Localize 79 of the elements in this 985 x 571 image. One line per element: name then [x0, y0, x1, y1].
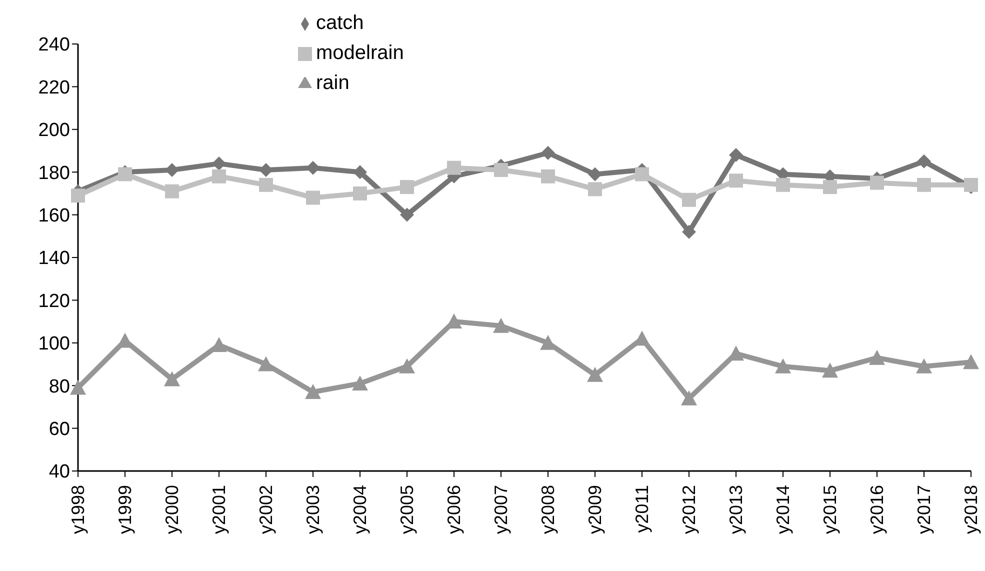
point	[917, 178, 931, 192]
x-tick-label: y2006	[444, 485, 464, 534]
y-tick-label: 80	[48, 376, 70, 398]
x-tick-label: y2015	[820, 485, 840, 534]
point	[493, 318, 509, 333]
point	[635, 167, 649, 182]
x-tick-label: y2000	[162, 485, 182, 534]
point	[729, 148, 743, 162]
y-tick-label: 120	[38, 290, 70, 312]
y-tick-label: 200	[38, 120, 70, 142]
point	[588, 182, 602, 196]
y-tick-label: 220	[38, 77, 70, 98]
point	[729, 174, 743, 188]
x-tick-label: y2004	[350, 485, 370, 534]
point	[306, 160, 320, 175]
point	[869, 350, 885, 365]
point	[259, 162, 273, 177]
y-tick-label: 180	[38, 162, 70, 184]
y-tick-label: 40	[48, 462, 70, 483]
x-tick-label: y2003	[303, 485, 323, 534]
x-tick-label: y2008	[538, 485, 558, 534]
x-tick-label: y2016	[867, 485, 887, 534]
legend-label: catch	[316, 12, 364, 34]
x-tick-label: y2009	[585, 485, 605, 534]
point	[353, 165, 367, 180]
point	[70, 380, 86, 395]
x-tick-label: y2012	[679, 485, 699, 534]
legend-label: modelrain	[316, 42, 404, 64]
point	[540, 334, 556, 350]
point	[165, 184, 179, 198]
legend-label: rain	[316, 72, 350, 94]
point	[400, 180, 414, 194]
point	[823, 180, 837, 194]
point	[447, 160, 461, 175]
point	[305, 384, 321, 400]
point	[259, 178, 273, 192]
point	[682, 192, 696, 207]
point	[400, 208, 414, 222]
point	[399, 358, 415, 374]
point	[212, 169, 226, 184]
y-tick-label: 60	[48, 419, 70, 440]
point	[776, 178, 790, 192]
point	[212, 156, 226, 171]
x-tick-label: y2011	[632, 485, 652, 533]
point	[165, 162, 179, 177]
x-tick-label: y2007	[491, 485, 511, 534]
point	[494, 162, 508, 177]
point	[963, 354, 979, 370]
y-tick-label: 100	[38, 334, 70, 355]
point	[775, 358, 791, 374]
point	[258, 356, 274, 372]
x-tick-label: y1999	[115, 485, 135, 534]
point	[352, 375, 368, 390]
x-tick-label: y1998	[68, 485, 88, 534]
point	[870, 176, 884, 190]
y-tick-label: 160	[38, 206, 70, 227]
point	[541, 169, 555, 184]
point	[916, 358, 932, 374]
point	[541, 146, 555, 160]
point	[588, 167, 602, 182]
point	[681, 390, 697, 406]
point	[964, 178, 978, 192]
x-tick-label: y2001	[209, 485, 229, 534]
y-tick-label: 240	[38, 34, 70, 56]
point	[164, 371, 180, 386]
point	[917, 154, 931, 168]
x-tick-label: y2002	[256, 485, 276, 534]
x-tick-label: y2014	[773, 485, 793, 534]
point	[587, 366, 603, 382]
y-tick-label: 140	[38, 248, 70, 270]
x-tick-label: y2005	[397, 485, 417, 534]
point	[682, 224, 696, 239]
x-tick-label: y2018	[961, 485, 981, 534]
point	[306, 190, 320, 205]
point	[822, 362, 838, 378]
x-tick-label: y2013	[726, 485, 746, 534]
point	[353, 186, 367, 200]
point	[71, 188, 85, 203]
x-tick-label: y2017	[914, 485, 934, 534]
